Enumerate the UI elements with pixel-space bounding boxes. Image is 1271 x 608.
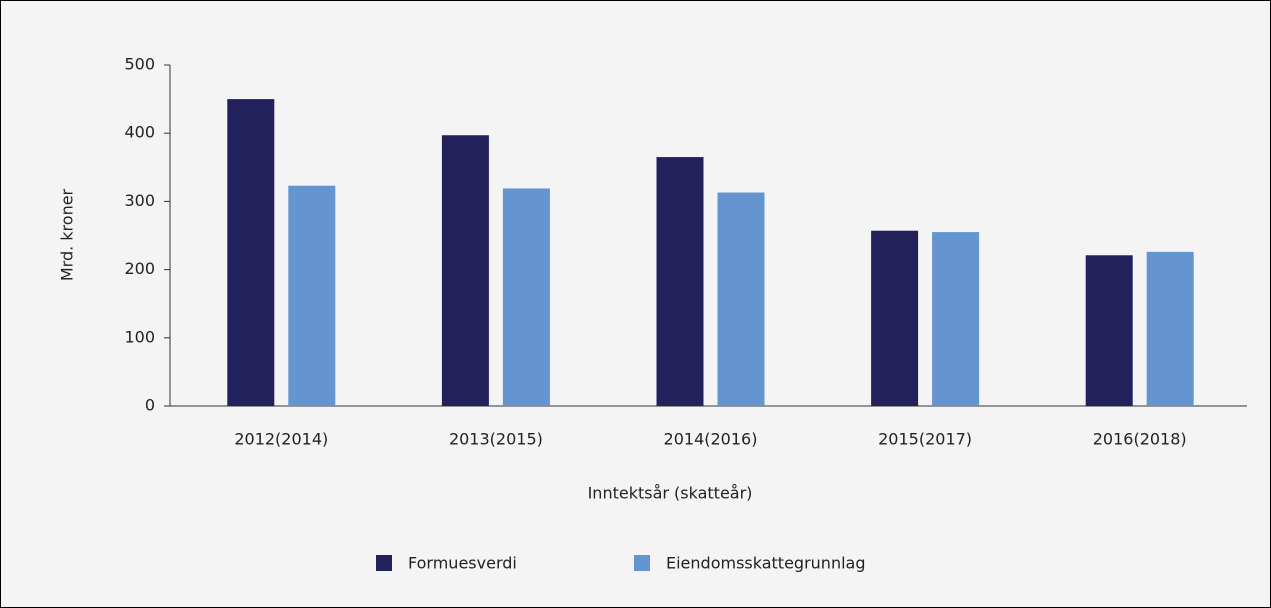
x-tick-label: 2016(2018)	[1093, 430, 1187, 449]
y-tick-label: 100	[124, 327, 155, 346]
x-tick-label: 2014(2016)	[664, 430, 758, 449]
x-tick-label: 2015(2017)	[878, 430, 972, 449]
bar	[717, 192, 765, 406]
y-tick-label: 200	[124, 259, 155, 278]
bar	[932, 232, 980, 406]
x-axis-label: Inntektsår (skatteår)	[588, 484, 753, 503]
y-tick-label: 0	[145, 396, 155, 415]
legend-label: Formuesverdi	[408, 554, 517, 573]
bar	[502, 188, 550, 406]
y-axis-label: Mrd. kroner	[58, 188, 77, 281]
x-tick-label: 2013(2015)	[449, 430, 543, 449]
legend-label: Eiendomsskattegrunnlag	[666, 554, 865, 573]
bar	[227, 99, 275, 406]
bar	[871, 230, 919, 406]
y-tick-label: 400	[124, 123, 155, 142]
bar	[656, 157, 704, 406]
y-tick-label: 500	[124, 55, 155, 74]
bar	[288, 185, 336, 406]
legend-swatch	[634, 555, 650, 571]
legend-swatch	[376, 555, 392, 571]
y-tick-label: 300	[124, 191, 155, 210]
bar	[1085, 255, 1133, 406]
x-tick-label: 2012(2014)	[234, 430, 328, 449]
bar	[441, 135, 489, 406]
bar	[1146, 251, 1194, 406]
